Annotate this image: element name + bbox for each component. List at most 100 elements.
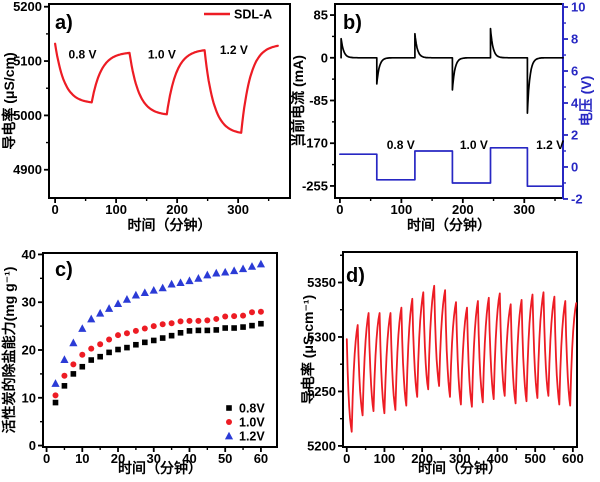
- y-axis-label: 导电率 (μS cm⁻¹): [300, 295, 316, 404]
- x-tick-label: 100: [105, 202, 127, 217]
- scatter-point: [231, 325, 237, 331]
- scatter-point: [159, 321, 166, 328]
- scatter-point: [106, 349, 112, 356]
- scatter-point: [70, 371, 77, 377]
- y-tick-label: 85: [314, 8, 328, 23]
- voltage-annotation: 1.2 V: [536, 138, 564, 152]
- voltage-annotation: 0.8 V: [69, 48, 97, 62]
- scatter-point: [221, 267, 230, 276]
- scatter-point: [123, 330, 130, 337]
- x-axis-label: 时间（分钟）: [407, 217, 491, 233]
- y-tick-label: -255: [302, 178, 328, 193]
- scatter-point: [213, 327, 220, 333]
- scatter-point: [238, 264, 248, 273]
- y-tick-label: 5300: [307, 329, 336, 344]
- scatter-point: [79, 351, 86, 358]
- scatter-point: [131, 290, 140, 299]
- scatter-point: [69, 338, 78, 347]
- legend-marker: [224, 431, 234, 440]
- x-tick-label: 60: [254, 451, 268, 466]
- scatter-point: [222, 325, 228, 331]
- right-y-tick-label: -2: [571, 191, 583, 206]
- scatter-point: [61, 372, 68, 379]
- series-SDL-A: [54, 42, 279, 134]
- scatter-point: [106, 336, 113, 343]
- y-tick-label: 5000: [13, 108, 42, 123]
- scatter-point: [104, 304, 114, 312]
- scatter-point: [87, 314, 96, 323]
- y-tick-label: 4900: [13, 162, 42, 177]
- panel-b-label: b): [343, 12, 362, 34]
- y-axis-label: 导电率 (μS/cm): [1, 52, 17, 149]
- scatter-point: [185, 276, 194, 285]
- voltage-annotation: 1.2 V: [220, 43, 248, 57]
- x-tick-label: 0: [51, 202, 58, 217]
- x-axis-label: 时间（分钟）: [128, 217, 212, 233]
- legend-marker: [226, 405, 232, 411]
- scatter-point: [230, 266, 239, 275]
- scatter-point: [140, 288, 149, 297]
- scatter-point: [88, 357, 95, 363]
- x-tick-label: 50: [218, 451, 232, 466]
- scatter-point: [168, 332, 175, 339]
- x-tick-label: 30: [147, 451, 161, 466]
- scatter-point: [60, 355, 69, 363]
- scatter-point: [194, 274, 203, 282]
- y-axis-label: 活性炭的除盐能力(mg g⁻¹): [1, 267, 17, 434]
- scatter-point: [70, 361, 77, 368]
- voltage-annotation: 0.8 V: [387, 138, 415, 152]
- x-tick-label: 600: [562, 451, 584, 466]
- y-tick-label: 20: [22, 343, 36, 358]
- scatter-point: [115, 346, 121, 353]
- scatter-point: [132, 327, 139, 334]
- scatter-point: [195, 317, 202, 324]
- right-y-tick-label: 10: [571, 0, 585, 15]
- scatter-point: [247, 262, 257, 270]
- x-tick-label: 500: [524, 451, 546, 466]
- x-tick-label: 200: [166, 202, 188, 217]
- scatter-point: [204, 327, 211, 334]
- scatter-point: [256, 259, 266, 268]
- scatter-point: [248, 309, 255, 316]
- x-tick-label: 10: [75, 451, 89, 466]
- series-电压: [339, 146, 564, 188]
- scatter-point: [204, 317, 211, 324]
- scatter-point: [258, 320, 264, 327]
- scatter-point: [124, 344, 130, 351]
- panel-a-label: a): [55, 12, 73, 34]
- scatter-point: [158, 283, 167, 292]
- scatter-point: [122, 295, 132, 303]
- panel-a-chart: 0 100 200 300 4900 5000 5100 5200 时间（分钟） 导电率 (μS/…: [1, 0, 291, 233]
- right-y-axis-label: 电压 (V): [578, 76, 594, 127]
- scatter-point: [141, 325, 148, 332]
- y-tick-label: 10: [22, 390, 36, 405]
- y-tick-label: 30: [22, 295, 36, 310]
- voltage-annotation: 1.0 V: [460, 138, 488, 152]
- x-tick-label: 400: [487, 451, 509, 466]
- plot-border: [342, 251, 578, 448]
- scatter-point: [177, 318, 184, 325]
- panel-d-label: d): [346, 265, 365, 287]
- y-tick-label: 0: [321, 50, 328, 65]
- scatter-point: [115, 332, 122, 339]
- plot-border: [48, 3, 291, 199]
- scatter-point: [195, 327, 202, 334]
- y-tick-label: -170: [302, 136, 328, 151]
- legend-label: 1.2V: [239, 430, 265, 444]
- scatter-point: [97, 353, 103, 360]
- right-y-tick-label: 6: [571, 64, 578, 79]
- scatter-point: [203, 270, 212, 279]
- scatter-point: [51, 379, 60, 387]
- scatter-point: [52, 392, 59, 399]
- scatter-point: [213, 315, 220, 322]
- scatter-point: [52, 399, 59, 406]
- x-tick-label: 300: [513, 202, 535, 217]
- x-tick-label: 20: [111, 451, 125, 466]
- scatter-point: [96, 308, 105, 317]
- y-tick-label: 5350: [307, 275, 336, 290]
- scatter-point: [150, 337, 157, 344]
- legend-label: 0.8V: [239, 402, 265, 416]
- scatter-point: [113, 299, 123, 308]
- y-tick-label: 5100: [13, 54, 42, 69]
